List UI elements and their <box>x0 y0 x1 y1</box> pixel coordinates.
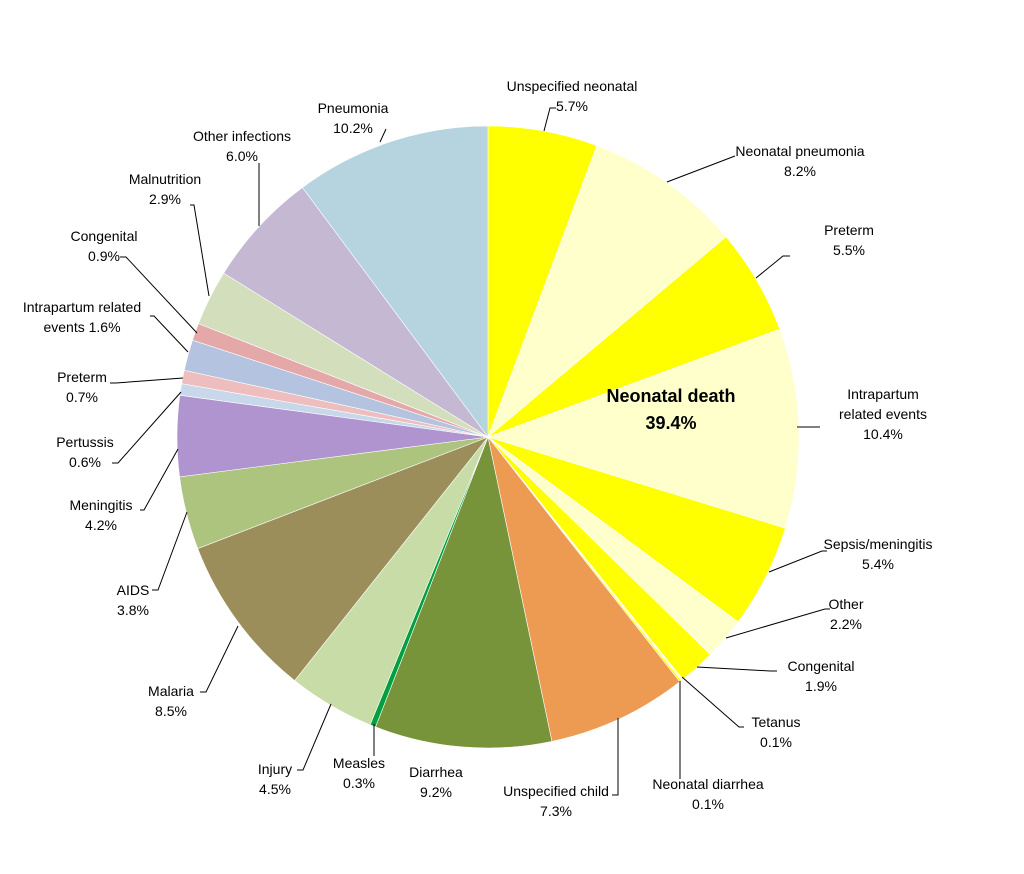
pie-slice-11 <box>375 435 553 749</box>
leader-line-14 <box>200 625 239 693</box>
slice-labels: Unspecified neonatal 5.7% Neonatal pneumon… <box>23 78 933 819</box>
leader-line-1 <box>543 107 556 132</box>
slice-label-2: Neonatal pneumonia 8.2% <box>735 143 864 179</box>
slice-label-6: Other 2.2% <box>828 596 863 632</box>
leader-lines <box>110 107 830 796</box>
slice-label-10: Unspecified child 7.3% <box>503 783 609 819</box>
leader-line-8 <box>681 676 744 728</box>
leader-line-3 <box>755 255 790 279</box>
slice-label-4: Intrapartum related events 10.4% <box>839 386 927 442</box>
slice-label-5: Sepsis/meningitis 5.4% <box>824 536 933 572</box>
leader-line-18 <box>110 377 184 384</box>
center-label-value: 39.4% <box>645 413 696 433</box>
slice-label-23: Pneumonia 10.2% <box>318 100 389 136</box>
slice-label-19: Intrapartum related events 1.6% <box>23 299 141 335</box>
leader-line-16 <box>140 448 179 511</box>
leader-line-17 <box>112 391 182 464</box>
pie-slices <box>176 125 800 749</box>
pie-slice-23 <box>301 125 489 438</box>
leader-line-21 <box>190 204 210 297</box>
leader-line-19 <box>150 315 189 353</box>
leader-line-10 <box>612 718 619 796</box>
leader-line-15 <box>152 511 188 591</box>
slice-label-14: Malaria 8.5% <box>148 683 194 719</box>
slice-label-8: Tetanus 0.1% <box>751 714 800 750</box>
center-label-name: Neonatal death <box>606 386 735 406</box>
pie-slice-14 <box>197 436 489 682</box>
slice-label-15: AIDS 3.8% <box>117 582 150 618</box>
leader-line-20 <box>120 256 198 334</box>
slice-label-13: Injury 4.5% <box>258 761 292 797</box>
slice-label-18: Preterm 0.7% <box>57 369 107 405</box>
leader-line-13 <box>297 703 332 771</box>
slice-label-9: Neonatal diarrhea 0.1% <box>652 776 764 812</box>
leader-line-23 <box>379 128 387 143</box>
slice-label-22: Other infections 6.0% <box>193 128 291 164</box>
leader-line-2 <box>666 155 736 183</box>
slice-label-21: Malnutrition 2.9% <box>129 171 201 207</box>
pie-slice-4 <box>487 328 800 529</box>
slice-label-7: Congenital 1.9% <box>788 658 855 694</box>
leader-line-7 <box>696 666 777 672</box>
leader-line-5 <box>768 550 827 573</box>
pie-slice-2 <box>487 145 727 438</box>
leader-line-6 <box>725 608 830 639</box>
slice-label-16: Meningitis 4.2% <box>69 497 132 533</box>
slice-label-17: Pertussis 0.6% <box>56 434 114 470</box>
slice-label-20: Congenital 0.9% <box>71 228 138 264</box>
slice-label-1: Unspecified neonatal 5.7% <box>507 78 638 114</box>
slice-label-3: Preterm 5.5% <box>824 222 874 258</box>
slice-label-12: Measles 0.3% <box>333 755 385 791</box>
slice-label-11: Diarrhea 9.2% <box>409 764 463 800</box>
